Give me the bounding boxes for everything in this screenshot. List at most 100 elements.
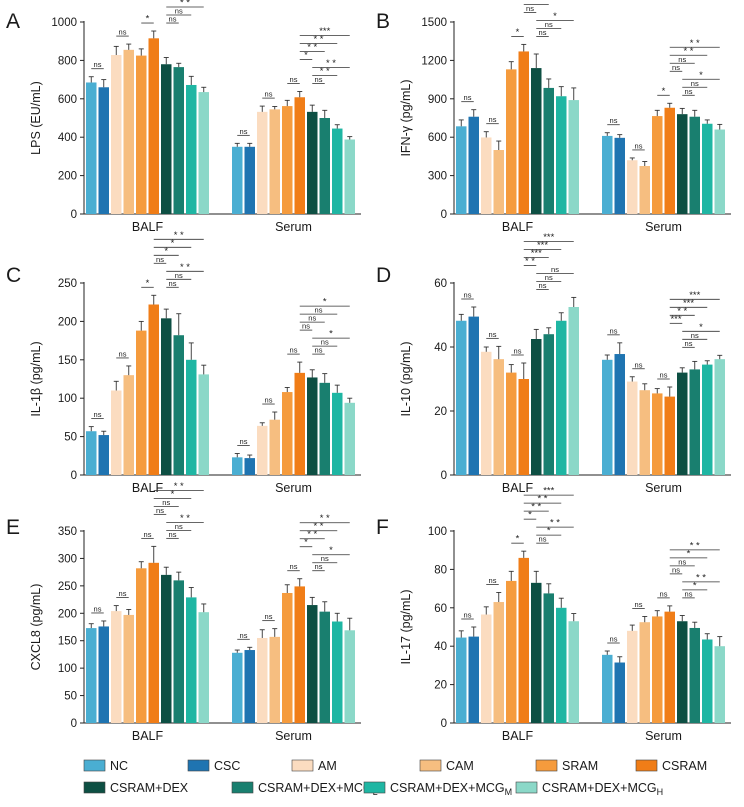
bar: [664, 396, 675, 475]
significance-label: * *: [320, 66, 330, 77]
y-axis-label: CXCL8 (pg/mL): [29, 584, 43, 671]
bar: [282, 592, 293, 723]
legend-label-text: CSRAM+DEX+MCG: [258, 781, 373, 795]
bar: [244, 146, 255, 214]
bar: [269, 419, 280, 475]
y-tick-label: 100: [58, 663, 77, 675]
significance-label: * *: [690, 38, 700, 49]
significance-label: ns: [308, 314, 316, 323]
bar: [186, 359, 197, 475]
y-tick-label: 900: [428, 94, 447, 106]
significance-label: ns: [94, 60, 102, 69]
bar: [456, 126, 467, 214]
bar: [294, 97, 305, 214]
x-category-label: BALF: [502, 729, 534, 743]
bar: [602, 359, 613, 475]
bar: [689, 369, 700, 475]
bar: [123, 614, 134, 723]
significance-label: *: [146, 14, 150, 25]
significance-label: *: [158, 0, 162, 1]
significance-label: ns: [265, 90, 273, 99]
bar: [506, 372, 517, 475]
significance-label: *: [171, 489, 175, 500]
panel-E: E 0 50 100 150 200 250 300 350 CXCL8 (pg/mL) BALF n…: [6, 481, 361, 743]
panel-letter: F: [376, 516, 389, 539]
bar: [664, 107, 675, 214]
bar: [506, 580, 517, 723]
legend-label-text: CSRAM: [662, 759, 707, 773]
significance-label: ns: [678, 557, 686, 566]
bar: [98, 626, 109, 723]
bar: [161, 318, 172, 475]
bar: [332, 392, 343, 475]
y-tick-label: 40: [434, 342, 447, 354]
x-category-label: BALF: [132, 220, 164, 234]
y-tick-label: 1200: [421, 55, 447, 67]
bar: [543, 87, 554, 214]
bar: [123, 49, 134, 215]
legend-item: SRAM: [535, 759, 598, 773]
significance-label: * *: [307, 529, 317, 540]
significance-label: *: [699, 70, 703, 81]
y-tick-label: 200: [58, 171, 77, 183]
significance-label: ns: [169, 15, 177, 24]
bar: [518, 557, 529, 723]
bar: [556, 320, 567, 475]
significance-label: ns: [489, 115, 497, 124]
bar: [543, 334, 554, 475]
bar: [198, 374, 209, 475]
panel-letter: E: [6, 516, 20, 539]
significance-label: ***: [543, 232, 554, 243]
significance-label: *: [329, 545, 333, 556]
significance-label: ns: [315, 306, 323, 315]
y-tick-label: 300: [428, 171, 447, 183]
bar: [714, 129, 725, 214]
bar: [714, 646, 725, 723]
legend-swatch: [635, 759, 658, 772]
bar: [677, 621, 688, 723]
bar: [186, 84, 197, 214]
significance-label: ns: [489, 330, 497, 339]
bar: [232, 146, 243, 214]
bar: [652, 116, 663, 214]
x-category-label: BALF: [502, 220, 534, 234]
bar: [269, 109, 280, 214]
bar: [639, 166, 650, 214]
bar: [148, 38, 159, 214]
panel-letter: D: [376, 264, 391, 287]
bar: [257, 425, 268, 475]
bar: [111, 55, 122, 214]
bar: [111, 611, 122, 723]
bar: [531, 582, 542, 723]
x-category-label: BALF: [132, 729, 164, 743]
significance-label: ns: [290, 346, 298, 355]
x-category-label: Serum: [645, 220, 682, 234]
y-tick-label: 100: [58, 393, 77, 405]
legend-label: AM: [318, 759, 337, 773]
bar: [568, 307, 579, 475]
bar: [319, 118, 330, 214]
y-tick-label: 250: [58, 581, 77, 593]
significance-label: ns: [635, 360, 643, 369]
bar: [664, 611, 675, 723]
bar: [244, 458, 255, 475]
bar: [468, 116, 479, 214]
bar: [173, 335, 184, 475]
legend-label: NC: [110, 759, 128, 773]
significance-label: * *: [180, 513, 190, 524]
significance-label: ns: [144, 530, 152, 539]
bar: [556, 607, 567, 723]
significance-label: * *: [174, 481, 184, 492]
legend-label: CSRAM+DEX+MCGL: [258, 781, 378, 797]
significance-label: * *: [550, 518, 560, 529]
bar: [332, 128, 343, 214]
legend-label: SRAM: [562, 759, 598, 773]
y-tick-label: 50: [64, 432, 77, 444]
panel-letter: C: [6, 264, 21, 287]
significance-label: ns: [162, 498, 170, 507]
bar: [493, 602, 504, 723]
significance-label: ns: [265, 396, 273, 405]
bar: [652, 616, 663, 723]
significance-label: *: [516, 27, 520, 38]
